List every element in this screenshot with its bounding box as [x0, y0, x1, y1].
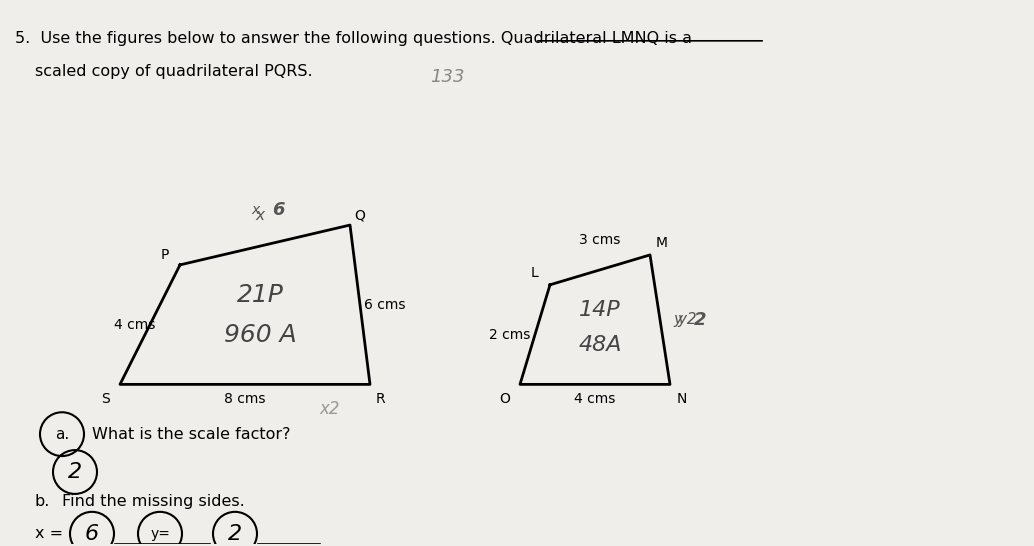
Text: y=: y=: [150, 527, 170, 541]
Text: 6: 6: [272, 201, 284, 219]
Text: y: y: [677, 312, 687, 327]
Text: R: R: [375, 393, 385, 406]
Text: 2 cms: 2 cms: [489, 328, 530, 342]
Text: 133: 133: [430, 68, 464, 86]
Text: 8 cms: 8 cms: [224, 393, 266, 406]
Text: x =: x =: [35, 526, 63, 541]
Text: 14P: 14P: [579, 300, 620, 320]
Text: x: x: [251, 203, 260, 217]
Text: 6 cms: 6 cms: [364, 298, 405, 312]
Text: 2: 2: [68, 462, 82, 482]
Text: 3 cms: 3 cms: [579, 233, 620, 247]
Text: L: L: [531, 266, 539, 280]
Text: P: P: [161, 248, 170, 262]
Text: 48A: 48A: [578, 335, 621, 354]
Text: 21P: 21P: [237, 283, 283, 307]
Text: b.: b.: [35, 494, 51, 509]
Text: a.: a.: [55, 426, 69, 442]
Text: 6: 6: [85, 524, 99, 544]
Text: Find the missing sides.: Find the missing sides.: [62, 494, 245, 509]
Text: x: x: [255, 207, 265, 223]
Text: N: N: [677, 393, 688, 406]
Text: 2: 2: [227, 524, 242, 544]
Text: 4 cms: 4 cms: [115, 318, 156, 331]
Text: S: S: [100, 393, 110, 406]
Text: 960 A: 960 A: [223, 323, 297, 347]
Text: M: M: [656, 236, 668, 250]
Text: Q: Q: [355, 208, 365, 222]
Text: x2: x2: [320, 400, 340, 418]
Text: 5.  Use the figures below to answer the following questions. Quadrilateral LMNQ : 5. Use the figures below to answer the f…: [16, 31, 692, 46]
Text: What is the scale factor?: What is the scale factor?: [92, 426, 291, 442]
Text: scaled copy of quadrilateral PQRS.: scaled copy of quadrilateral PQRS.: [35, 64, 312, 79]
Text: 4 cms: 4 cms: [574, 393, 615, 406]
Text: O: O: [499, 393, 511, 406]
Text: 2: 2: [694, 311, 706, 329]
Text: y 2: y 2: [673, 312, 697, 327]
